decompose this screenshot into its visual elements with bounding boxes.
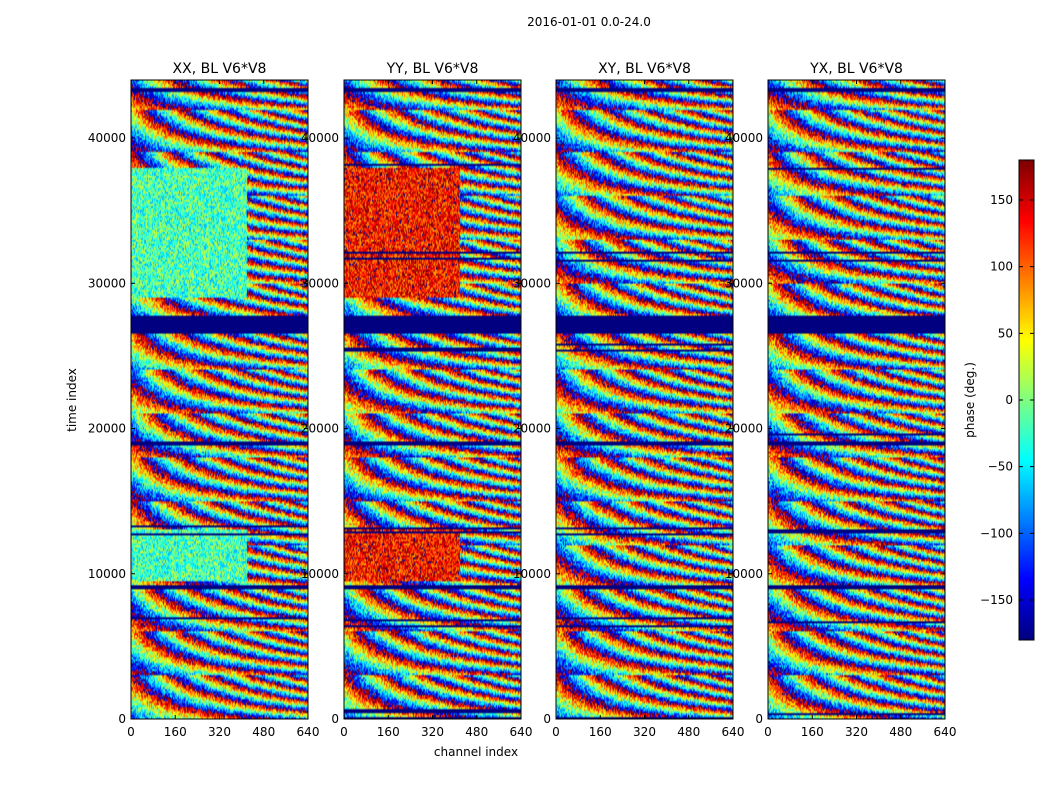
x-tick-label: 320 — [421, 725, 444, 739]
colorbar-tick-label: −150 — [980, 593, 1013, 607]
x-tick-label: 480 — [465, 725, 488, 739]
x-tick-label: 480 — [677, 725, 700, 739]
y-tick-label: 40000 — [88, 131, 126, 145]
y-tick-label: 30000 — [725, 276, 763, 290]
x-tick-label: 320 — [208, 725, 231, 739]
x-tick-label: 0 — [764, 725, 772, 739]
y-tick-label: 40000 — [725, 131, 763, 145]
y-tick-label: 20000 — [301, 422, 339, 436]
phase-image-yx — [768, 80, 945, 719]
colorbar-label: phase (deg.) — [963, 362, 977, 438]
panel-title: XX, BL V6*V8 — [173, 61, 267, 77]
x-tick-label: 640 — [722, 725, 745, 739]
x-tick-label: 160 — [801, 725, 824, 739]
phase-image-yy — [344, 80, 521, 719]
phase-image-xy — [556, 80, 733, 719]
x-tick-label: 0 — [127, 725, 135, 739]
y-tick-label: 10000 — [725, 567, 763, 581]
x-tick-label: 480 — [252, 725, 275, 739]
y-tick-label: 10000 — [301, 567, 339, 581]
panel-title: YY, BL V6*V8 — [386, 61, 479, 77]
panel-xy: XY, BL V6*V8 0 160 320 480 640 0 10000 20000 3000… — [513, 61, 745, 739]
panel-xx: XX, BL V6*V8 0 160 320 480 640 0 10000 20000 3000… — [88, 61, 320, 739]
y-tick-label: 10000 — [513, 567, 551, 581]
y-tick-label: 40000 — [513, 131, 551, 145]
y-tick-label: 30000 — [301, 276, 339, 290]
panels-group: XX, BL V6*V8 0 160 320 480 640 0 10000 20000 3000… — [88, 61, 957, 739]
colorbar-tick-label: 150 — [990, 193, 1013, 207]
y-tick-label: 30000 — [513, 276, 551, 290]
colorbar-gradient — [1019, 160, 1034, 640]
y-tick-label: 10000 — [88, 567, 126, 581]
x-tick-label: 480 — [889, 725, 912, 739]
x-tick-label: 160 — [377, 725, 400, 739]
y-tick-label: 40000 — [301, 131, 339, 145]
y-tick-label: 0 — [543, 712, 551, 726]
x-tick-label: 640 — [934, 725, 957, 739]
y-tick-label: 0 — [118, 712, 126, 726]
panel-title: XY, BL V6*V8 — [598, 61, 691, 77]
colorbar-tick-label: 0 — [1005, 393, 1013, 407]
y-tick-label: 20000 — [513, 422, 551, 436]
panel-yx: YX, BL V6*V8 0 160 320 480 640 0 10000 20000 3000… — [725, 61, 957, 739]
colorbar-tick-label: −50 — [988, 460, 1013, 474]
y-tick-label: 30000 — [88, 276, 126, 290]
x-tick-label: 320 — [633, 725, 656, 739]
x-tick-label: 640 — [297, 725, 320, 739]
colorbar-tick-label: −100 — [980, 526, 1013, 540]
y-tick-label: 0 — [331, 712, 339, 726]
panel-yy: YY, BL V6*V8 0 160 320 480 640 0 10000 20000 3000… — [301, 61, 533, 739]
colorbar-tick-label: 100 — [990, 260, 1013, 274]
x-tick-label: 0 — [340, 725, 348, 739]
x-tick-label: 160 — [164, 725, 187, 739]
x-tick-label: 160 — [589, 725, 612, 739]
x-tick-label: 640 — [510, 725, 533, 739]
colorbar-tick-label: 50 — [998, 326, 1013, 340]
y-tick-label: 20000 — [725, 422, 763, 436]
colorbar: 150 100 50 0 −50 −100 −150 — [980, 159, 1035, 641]
phase-image-xx — [131, 80, 308, 719]
panel-title: YX, BL V6*V8 — [809, 61, 903, 77]
x-axis-label: channel index — [434, 745, 518, 759]
y-tick-label: 0 — [755, 712, 763, 726]
y-tick-label: 20000 — [88, 422, 126, 436]
x-tick-label: 320 — [845, 725, 868, 739]
figure-suptitle: 2016-01-01 0.0-24.0 — [527, 15, 651, 29]
x-tick-label: 0 — [552, 725, 560, 739]
y-axis-label: time index — [65, 368, 79, 432]
